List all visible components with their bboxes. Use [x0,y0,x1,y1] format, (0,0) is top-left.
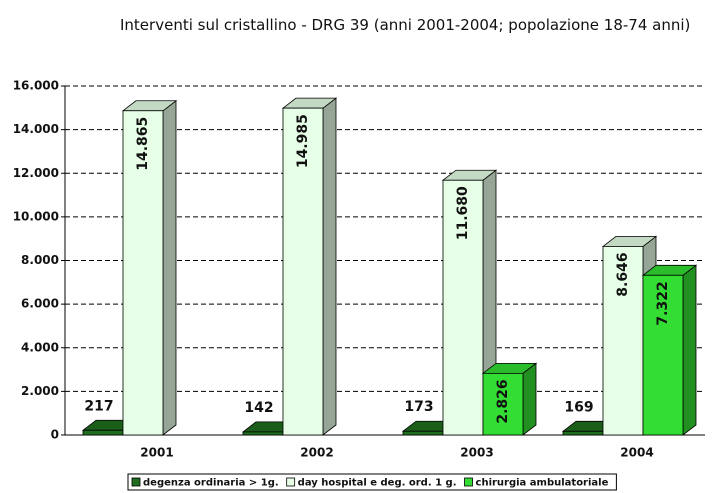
data-label: 2.826 [495,379,511,423]
bar [122,110,164,436]
y-tick-label: 0 [51,428,59,442]
y-tick-label: 16.000 [13,79,59,93]
data-label: 142 [244,400,273,416]
data-label: 7.322 [655,281,671,325]
bar [562,430,604,436]
chart-title: Interventi sul cristallino - DRG 39 (ann… [120,16,691,34]
y-tick-label: 14.000 [13,122,59,136]
y-tick-label: 8.000 [21,253,59,267]
data-label: 8.646 [615,252,631,296]
bar [642,274,684,436]
data-label: 169 [564,399,593,415]
x-tick-label: 2001 [140,446,173,460]
bar [282,107,324,436]
data-label: 14.865 [135,117,151,171]
data-label: 14.985 [295,114,311,168]
bar [442,179,484,436]
legend [127,473,617,491]
y-tick-label: 12.000 [13,166,59,180]
x-tick-label: 2002 [300,446,333,460]
y-tick-label: 10.000 [13,209,59,223]
data-label: 173 [404,399,433,415]
legend-swatch [464,477,473,487]
bar [402,430,444,436]
bar-side [522,362,537,436]
legend-label: day hospital e deg. ord. 1 g. [298,478,457,489]
bar-side [322,97,337,436]
y-tick-label: 6.000 [21,297,59,311]
legend-swatch [286,477,296,487]
legend-label: degenza ordinaria > 1g. [143,478,279,489]
bar [82,429,124,436]
bar-side [162,99,177,436]
legend-swatch [131,477,141,487]
bar-side [682,264,697,436]
y-tick-label: 2.000 [21,384,59,398]
data-label: 217 [84,398,113,414]
bar [242,431,284,436]
x-tick-label: 2004 [620,446,653,460]
x-tick-label: 2003 [460,446,493,460]
data-label: 11.680 [455,186,471,240]
legend-label: chirurgia ambulatoriale [476,478,609,489]
y-tick-label: 4.000 [21,340,59,354]
bar [482,372,524,436]
